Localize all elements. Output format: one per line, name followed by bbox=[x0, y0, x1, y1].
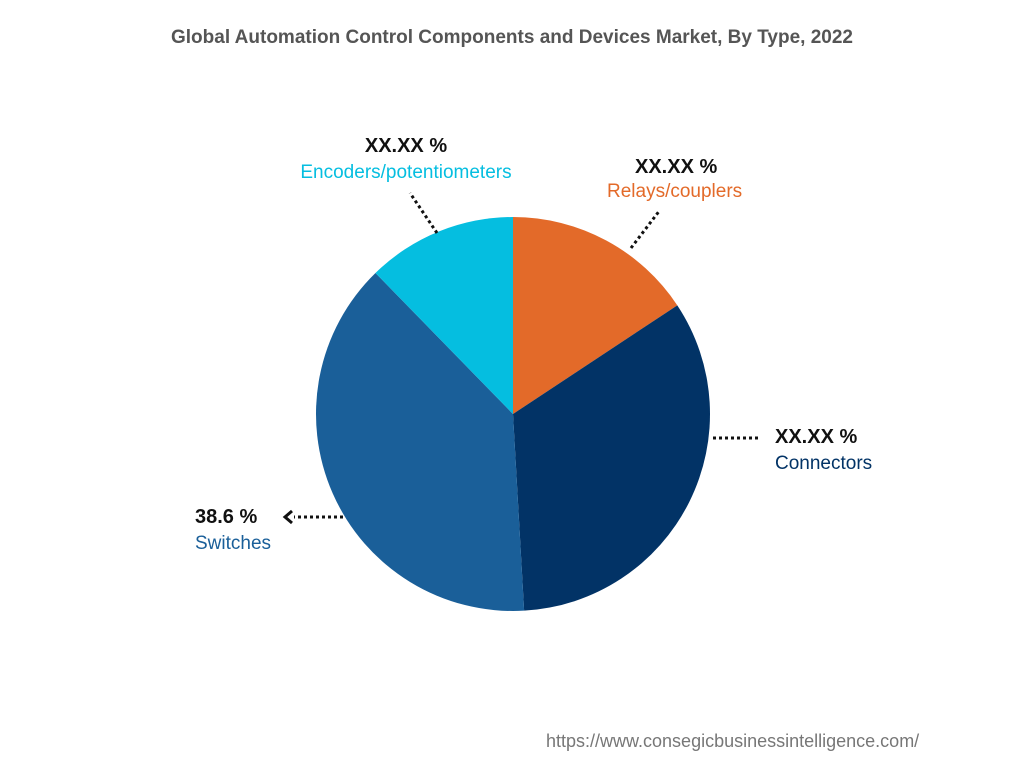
source-url[interactable]: https://www.consegicbusinessintelligence… bbox=[546, 731, 920, 751]
leader-encoders bbox=[408, 192, 439, 234]
label-connectors: XX.XX % Connectors bbox=[775, 426, 872, 475]
value-relays: XX.XX % bbox=[635, 156, 718, 178]
value-connectors: XX.XX % bbox=[775, 426, 858, 448]
value-encoders: XX.XX % bbox=[364, 135, 448, 157]
name-relays-wrap: Relays/couplers bbox=[607, 181, 742, 203]
label-switches: 38.6 % Switches bbox=[195, 506, 271, 555]
slice-connectors bbox=[513, 305, 710, 611]
slice-encoders-potentiometers bbox=[375, 217, 513, 414]
value-switches: 38.6 % bbox=[195, 506, 258, 528]
leader-relays bbox=[629, 209, 662, 249]
label-encoders: XX.XX % Encoders/potentiometers bbox=[286, 135, 526, 184]
slice-switches bbox=[316, 272, 525, 611]
slice-relays-couplers bbox=[513, 217, 678, 414]
name-connectors: Connectors bbox=[775, 453, 873, 474]
name-relays: Relays/couplers bbox=[607, 181, 743, 202]
arrow-head-switches bbox=[282, 509, 293, 525]
chart-title: Global Automation Control Components and… bbox=[170, 27, 853, 48]
name-encoders: Encoders/potentiometers bbox=[300, 162, 512, 183]
name-switches: Switches bbox=[195, 533, 272, 554]
label-relays: XX.XX % bbox=[635, 156, 717, 179]
